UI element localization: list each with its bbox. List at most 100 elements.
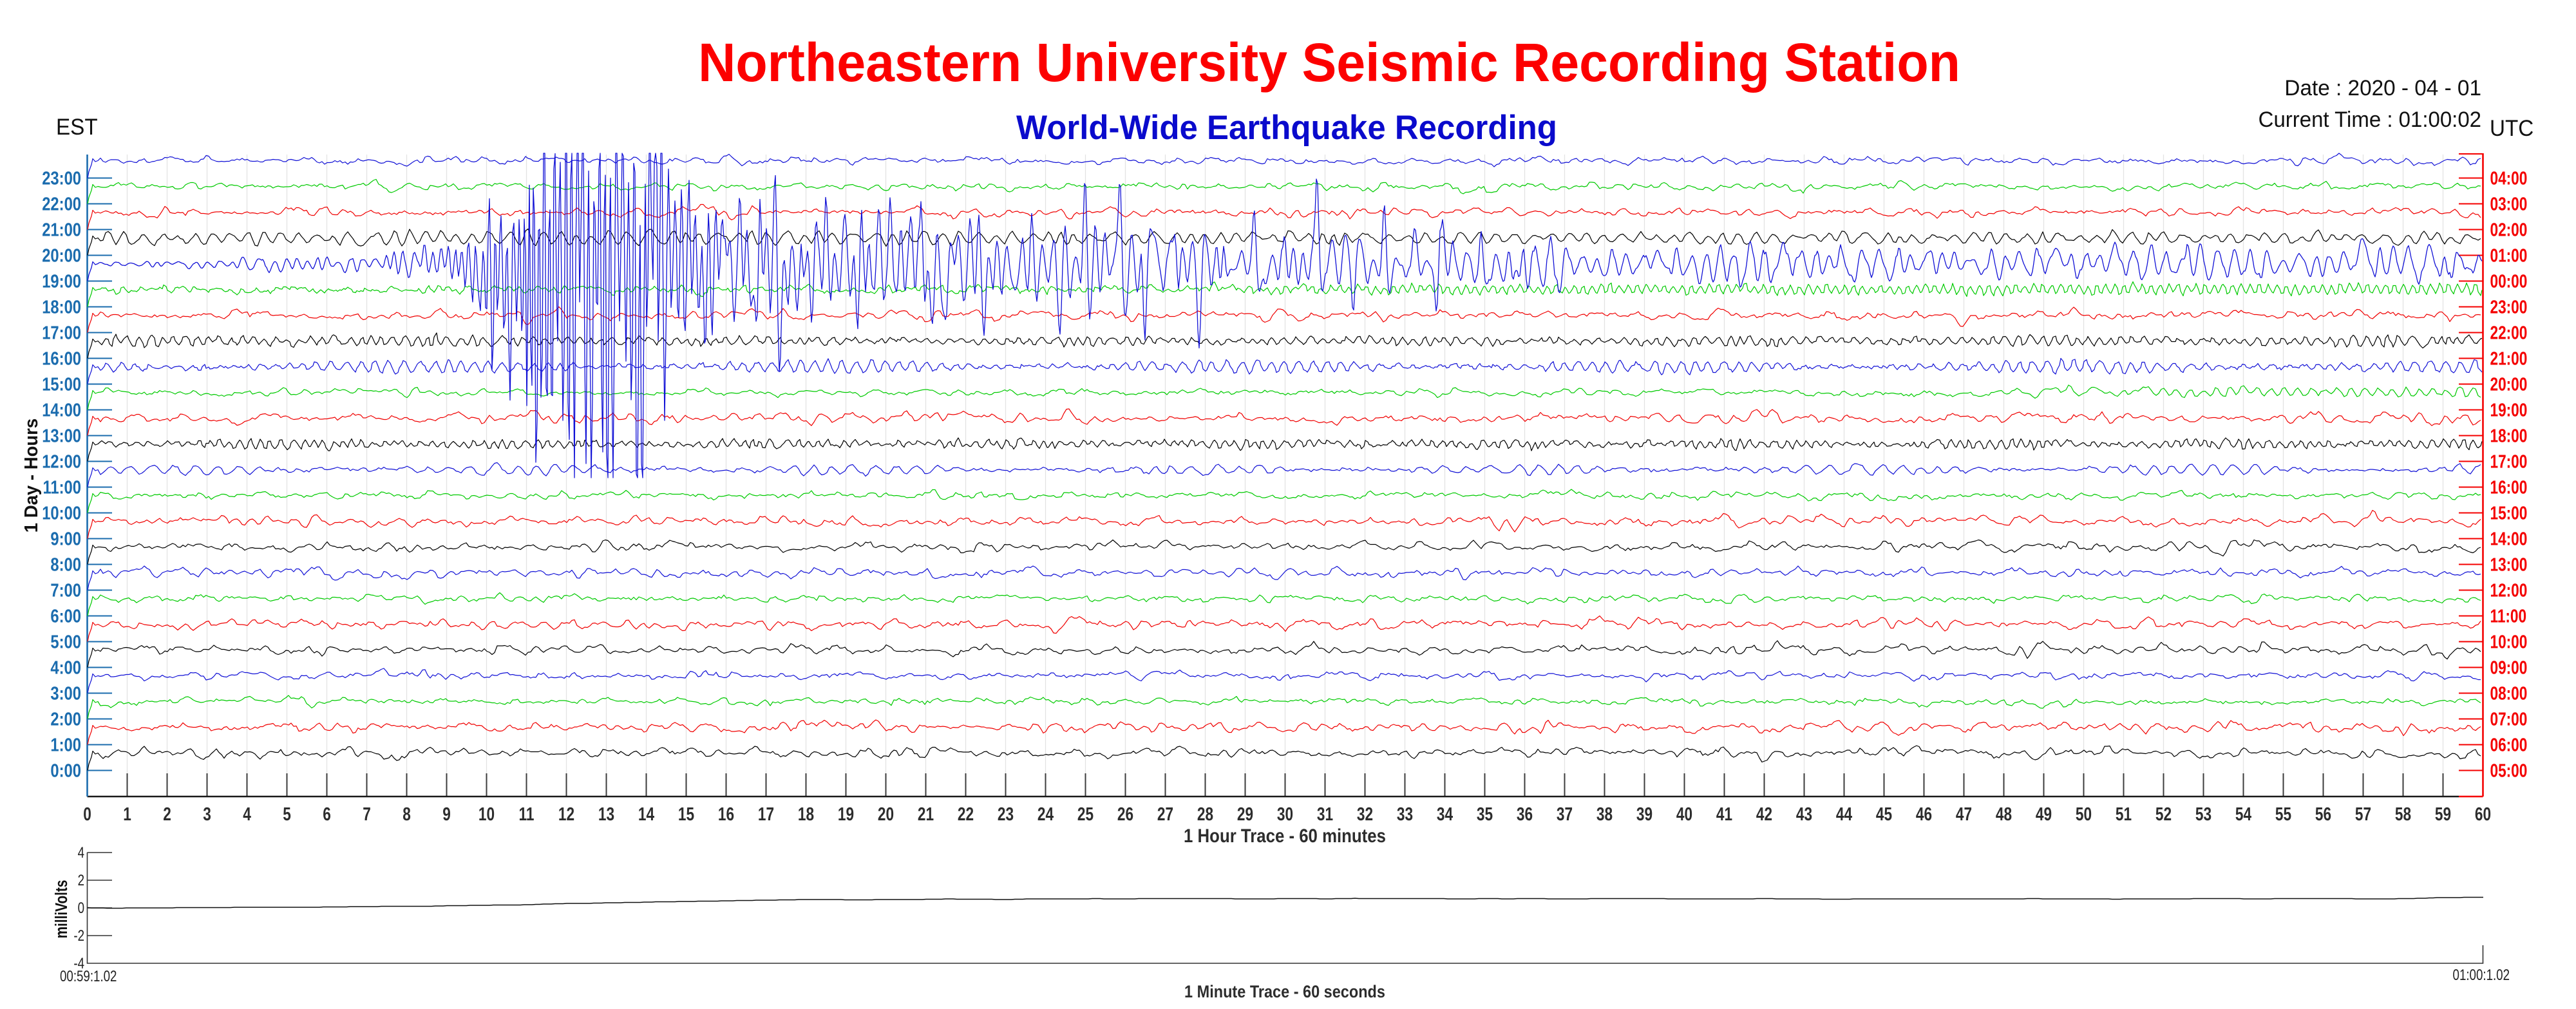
svg-text:38: 38 <box>1596 803 1613 824</box>
svg-text:4: 4 <box>78 844 84 862</box>
svg-text:19:00: 19:00 <box>42 270 81 292</box>
svg-text:3: 3 <box>203 803 211 824</box>
svg-text:39: 39 <box>1636 803 1653 824</box>
svg-text:08:00: 08:00 <box>2490 683 2528 704</box>
svg-text:06:00: 06:00 <box>2490 734 2528 755</box>
svg-text:37: 37 <box>1557 803 1573 824</box>
svg-text:56: 56 <box>2315 803 2331 824</box>
svg-text:29: 29 <box>1237 803 1253 824</box>
svg-text:7: 7 <box>363 803 371 824</box>
svg-text:7:00: 7:00 <box>50 580 81 601</box>
svg-text:15:00: 15:00 <box>2490 502 2528 523</box>
svg-text:28: 28 <box>1197 803 1213 824</box>
svg-text:milliVolts: milliVolts <box>52 880 71 939</box>
svg-text:11:00: 11:00 <box>2490 605 2527 627</box>
svg-text:32: 32 <box>1357 803 1373 824</box>
svg-text:05:00: 05:00 <box>2490 760 2528 781</box>
svg-text:1:00: 1:00 <box>50 734 81 755</box>
svg-text:15: 15 <box>678 803 694 824</box>
svg-text:27: 27 <box>1157 803 1173 824</box>
svg-text:36: 36 <box>1517 803 1533 824</box>
svg-text:35: 35 <box>1477 803 1493 824</box>
svg-text:52: 52 <box>2155 803 2172 824</box>
svg-text:1 Day - Hours: 1 Day - Hours <box>20 419 41 533</box>
svg-text:58: 58 <box>2395 803 2411 824</box>
svg-text:-4: -4 <box>73 955 84 972</box>
svg-text:12: 12 <box>558 803 574 824</box>
svg-text:17:00: 17:00 <box>42 322 81 343</box>
svg-text:02:00: 02:00 <box>2490 219 2528 240</box>
svg-text:Current Time : 01:00:02: Current Time : 01:00:02 <box>2259 108 2481 133</box>
svg-text:25: 25 <box>1077 803 1094 824</box>
svg-text:21:00: 21:00 <box>2490 348 2528 369</box>
svg-text:9:00: 9:00 <box>50 528 81 549</box>
svg-text:23: 23 <box>998 803 1014 824</box>
svg-text:4: 4 <box>243 803 251 824</box>
svg-text:0: 0 <box>78 900 84 917</box>
svg-text:8: 8 <box>402 803 411 824</box>
svg-text:14: 14 <box>638 803 655 824</box>
svg-text:World-Wide Earthquake Recordin: World-Wide Earthquake Recording <box>1016 109 1557 147</box>
svg-text:10:00: 10:00 <box>2490 631 2528 652</box>
svg-text:40: 40 <box>1676 803 1692 824</box>
svg-text:42: 42 <box>1756 803 1772 824</box>
svg-text:19:00: 19:00 <box>2490 399 2528 420</box>
svg-text:8:00: 8:00 <box>50 554 81 575</box>
svg-text:10: 10 <box>478 803 495 824</box>
svg-text:47: 47 <box>1956 803 1972 824</box>
svg-text:10:00: 10:00 <box>42 502 81 523</box>
svg-text:34: 34 <box>1437 803 1454 824</box>
svg-text:EST: EST <box>56 115 98 140</box>
svg-text:12:00: 12:00 <box>42 451 81 472</box>
svg-text:0:00: 0:00 <box>50 760 81 781</box>
svg-text:16:00: 16:00 <box>42 348 81 369</box>
svg-text:31: 31 <box>1317 803 1333 824</box>
svg-text:18: 18 <box>798 803 814 824</box>
svg-text:12:00: 12:00 <box>2490 580 2528 601</box>
svg-text:50: 50 <box>2076 803 2092 824</box>
svg-text:51: 51 <box>2116 803 2132 824</box>
svg-text:14:00: 14:00 <box>2490 528 2528 549</box>
svg-text:5: 5 <box>283 803 291 824</box>
svg-text:01:00: 01:00 <box>2490 245 2528 266</box>
svg-text:17:00: 17:00 <box>2490 451 2528 472</box>
svg-text:16:00: 16:00 <box>2490 476 2528 498</box>
svg-text:17: 17 <box>758 803 774 824</box>
svg-text:22:00: 22:00 <box>2490 322 2528 343</box>
svg-text:11: 11 <box>519 803 535 824</box>
svg-text:22: 22 <box>958 803 974 824</box>
svg-text:54: 54 <box>2235 803 2252 824</box>
svg-text:46: 46 <box>1916 803 1932 824</box>
svg-text:13: 13 <box>598 803 614 824</box>
svg-text:19: 19 <box>838 803 854 824</box>
svg-text:41: 41 <box>1716 803 1732 824</box>
svg-text:21: 21 <box>918 803 934 824</box>
svg-text:45: 45 <box>1876 803 1892 824</box>
svg-text:43: 43 <box>1796 803 1812 824</box>
svg-text:55: 55 <box>2275 803 2291 824</box>
svg-text:18:00: 18:00 <box>2490 425 2528 446</box>
svg-text:0: 0 <box>83 803 91 824</box>
svg-text:20:00: 20:00 <box>2490 373 2528 395</box>
svg-text:2: 2 <box>163 803 171 824</box>
svg-text:04:00: 04:00 <box>2490 167 2528 189</box>
svg-text:6:00: 6:00 <box>50 605 81 627</box>
svg-text:07:00: 07:00 <box>2490 708 2528 730</box>
svg-text:20:00: 20:00 <box>42 245 81 266</box>
svg-text:26: 26 <box>1117 803 1133 824</box>
svg-text:20: 20 <box>878 803 894 824</box>
svg-text:2:00: 2:00 <box>50 708 81 730</box>
svg-text:14:00: 14:00 <box>42 399 81 420</box>
svg-text:57: 57 <box>2355 803 2371 824</box>
svg-text:21:00: 21:00 <box>42 219 81 240</box>
svg-text:48: 48 <box>1996 803 2012 824</box>
svg-text:9: 9 <box>442 803 451 824</box>
svg-text:30: 30 <box>1277 803 1293 824</box>
svg-text:23:00: 23:00 <box>2490 296 2528 317</box>
svg-text:33: 33 <box>1397 803 1413 824</box>
svg-text:00:00: 00:00 <box>2490 270 2528 292</box>
svg-text:-2: -2 <box>73 927 84 945</box>
svg-text:1 Minute Trace - 60 seconds: 1 Minute Trace - 60 seconds <box>1184 983 1385 1002</box>
svg-text:5:00: 5:00 <box>50 631 81 652</box>
svg-text:49: 49 <box>2036 803 2052 824</box>
